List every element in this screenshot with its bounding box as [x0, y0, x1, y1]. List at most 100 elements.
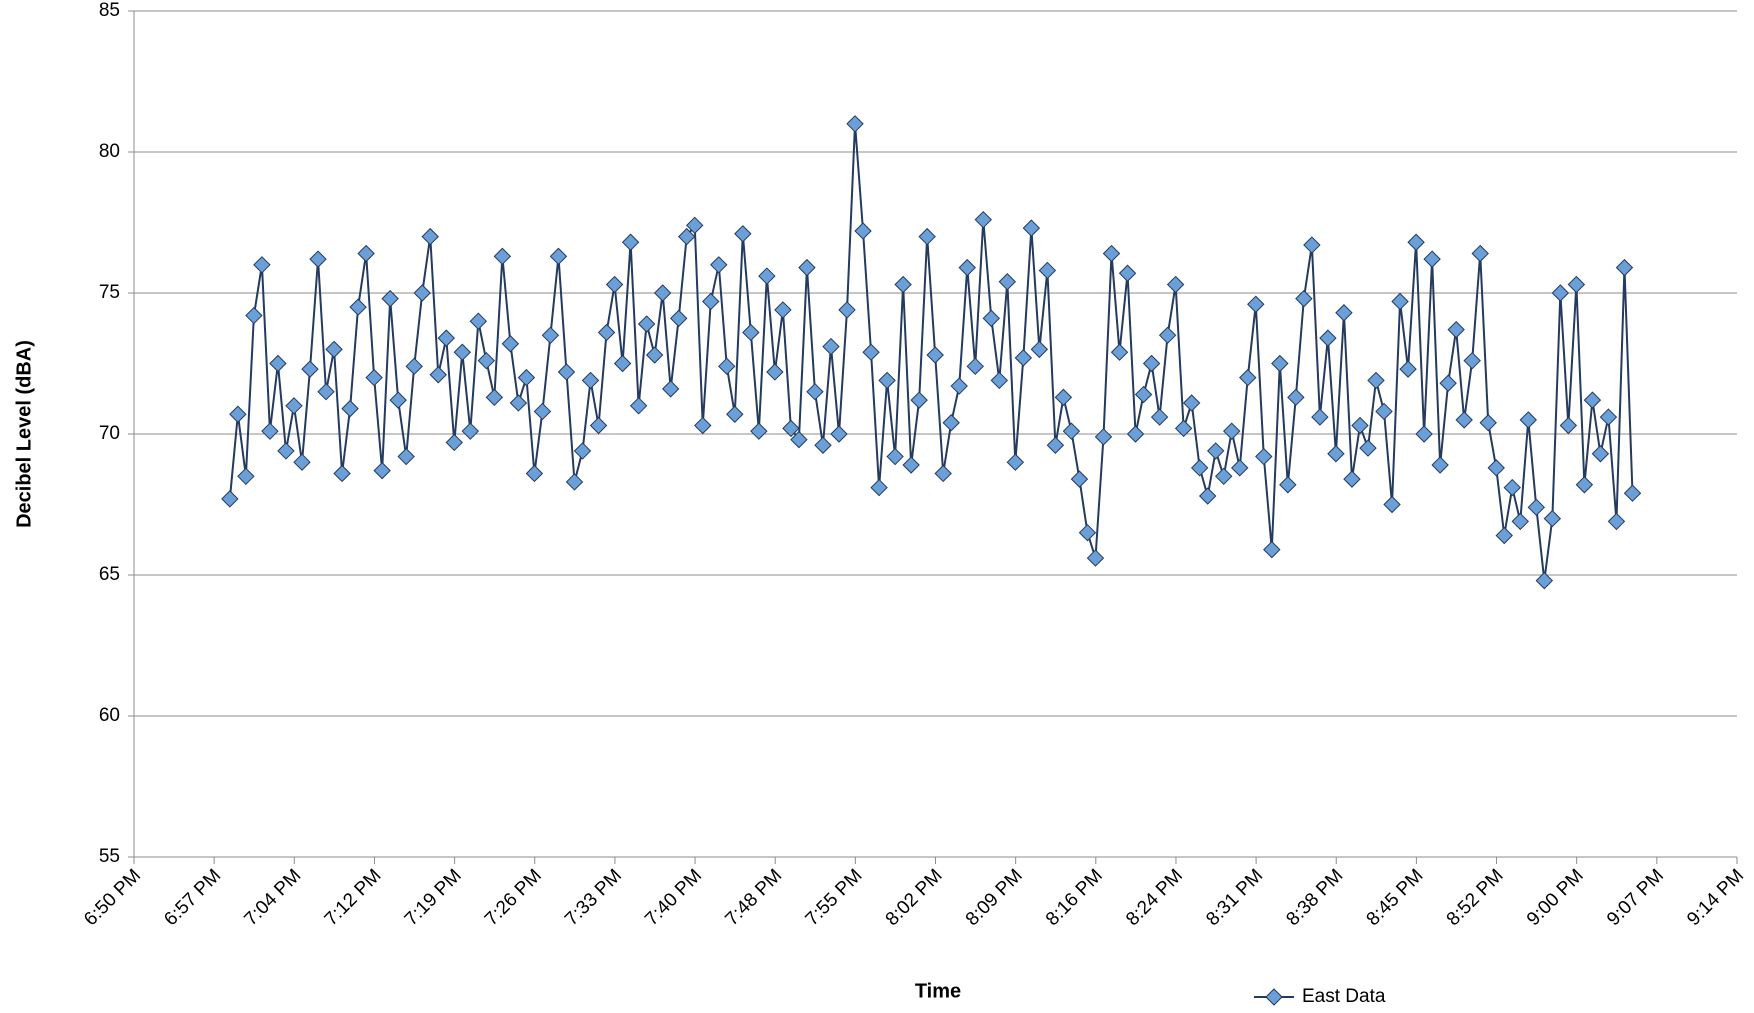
- data-point: [381, 289, 399, 308]
- x-tick-label: 8:31 PM: [1202, 865, 1267, 930]
- data-point: [429, 366, 447, 384]
- data-point: [301, 360, 319, 378]
- data-point: [1487, 459, 1505, 477]
- data-point: [1391, 292, 1409, 311]
- data-point: [477, 351, 496, 370]
- data-point: [325, 340, 343, 359]
- data-point: [854, 222, 872, 240]
- data-point: [1511, 512, 1529, 531]
- data-point: [758, 267, 776, 285]
- data-point: [1030, 340, 1049, 359]
- data-point: [1479, 414, 1497, 432]
- data-point: [1231, 459, 1249, 477]
- data-point: [469, 312, 488, 330]
- data-point: [838, 301, 856, 319]
- data-point: [605, 275, 624, 294]
- data-point: [349, 298, 367, 316]
- data-point: [1607, 512, 1626, 531]
- data-point: [1295, 289, 1313, 308]
- data-point: [1551, 284, 1570, 302]
- x-tick-label: 8:09 PM: [962, 865, 1027, 930]
- data-point: [261, 422, 279, 440]
- data-point: [750, 422, 768, 440]
- data-point: [710, 256, 728, 274]
- x-tick-label: 7:04 PM: [240, 865, 305, 930]
- data-point: [437, 329, 455, 347]
- data-point: [886, 447, 904, 466]
- data-point: [790, 430, 808, 449]
- data-point: [1399, 360, 1417, 378]
- data-point: [1279, 476, 1297, 494]
- legend-label: East Data: [1302, 986, 1386, 1007]
- data-point: [1351, 416, 1369, 435]
- data-point: [1190, 459, 1209, 477]
- data-point: [910, 391, 928, 409]
- data-point: [1447, 320, 1465, 339]
- x-tick-label: 7:48 PM: [721, 865, 786, 930]
- data-point: [1198, 487, 1217, 505]
- data-point: [613, 354, 632, 373]
- data-point: [1383, 495, 1401, 514]
- data-point: [726, 405, 744, 423]
- data-point: [1110, 343, 1129, 361]
- x-tick-label: 9:14 PM: [1683, 865, 1748, 930]
- data-point: [1038, 261, 1057, 280]
- data-point: [237, 467, 255, 486]
- data-point: [629, 397, 648, 415]
- data-point: [1439, 374, 1457, 392]
- x-tick-label: 8:52 PM: [1443, 865, 1508, 930]
- data-point: [1142, 354, 1161, 373]
- data-point: [1311, 408, 1329, 426]
- data-point: [1174, 419, 1193, 438]
- data-point: [485, 388, 504, 407]
- data-point: [1223, 422, 1241, 440]
- data-point: [1367, 371, 1385, 390]
- data-point: [1519, 411, 1537, 429]
- data-point: [1599, 408, 1618, 426]
- data-point: [1471, 244, 1489, 263]
- data-point: [1182, 394, 1201, 412]
- data-point: [1215, 467, 1233, 486]
- data-point: [830, 425, 848, 443]
- data-point: [1431, 456, 1449, 474]
- data-point: [774, 301, 792, 319]
- data-point: [1054, 388, 1073, 407]
- data-point: [1583, 391, 1602, 409]
- data-point: [1287, 388, 1305, 407]
- data-point: [229, 405, 247, 423]
- data-point: [686, 216, 704, 235]
- data-point: [918, 227, 936, 246]
- data-point: [1527, 498, 1546, 517]
- y-tick-label: 70: [99, 423, 120, 444]
- data-point: [525, 464, 544, 483]
- x-tick-label: 8:16 PM: [1042, 865, 1107, 930]
- data-point: [814, 436, 832, 454]
- data-point: [1559, 416, 1578, 435]
- data-point: [990, 371, 1009, 390]
- data-point: [461, 422, 480, 440]
- data-point: [589, 416, 608, 435]
- data-point: [373, 461, 391, 480]
- data-point: [1134, 385, 1153, 404]
- y-tick-label: 75: [99, 282, 120, 303]
- data-point: [1086, 549, 1105, 567]
- data-point: [541, 326, 560, 345]
- y-tick-label: 65: [99, 564, 120, 585]
- data-point: [405, 357, 423, 376]
- x-tick-label: 8:02 PM: [882, 865, 947, 930]
- y-tick-label: 60: [99, 705, 120, 726]
- data-point: [1463, 351, 1481, 370]
- x-tick-label: 7:40 PM: [641, 865, 706, 930]
- data-point: [1271, 354, 1289, 373]
- y-tick-label: 80: [99, 141, 120, 162]
- data-point: [958, 258, 976, 277]
- data-point: [557, 363, 576, 381]
- data-point: [357, 244, 375, 263]
- data-point: [950, 377, 968, 395]
- data-point: [934, 464, 952, 483]
- data-point: [413, 284, 431, 302]
- data-point: [309, 250, 327, 268]
- data-point: [637, 315, 656, 333]
- y-tick-label: 55: [99, 846, 120, 867]
